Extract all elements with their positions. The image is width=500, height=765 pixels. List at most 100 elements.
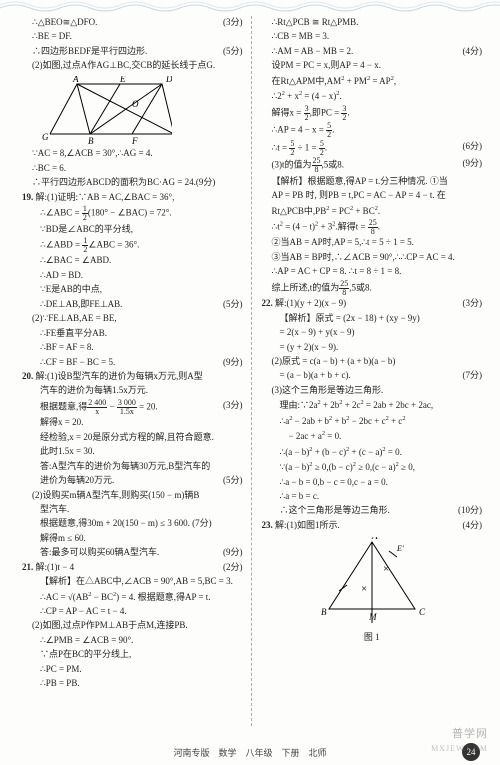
footer: 河南专版 数学 八年级 下册 北师	[0, 746, 500, 759]
triangle-figure: × × A B C M E'	[317, 537, 427, 627]
text-line: 20. 解:(1)设B型汽车的进价为每辆x万元,则A型	[22, 370, 243, 384]
text-line: ∴(a − b)2 + (b − c)2 + (c − a)2 = 0.	[262, 445, 483, 460]
svg-text:B: B	[321, 607, 327, 617]
text-line: ∴∠PMB = ∠ACB = 90°.	[22, 634, 243, 648]
text-line: 22. 解:(1)(y + 2)(x − 9)(3分)	[262, 297, 483, 311]
text-line: 解得x = 20.	[22, 416, 243, 430]
text-line: ∵AC = 8,∠ACB = 30°,∴AG = 4.	[22, 147, 243, 161]
text-line: ∴22 + x2 = (4 − x)2.	[262, 89, 483, 104]
svg-text:G: G	[42, 132, 49, 142]
text-line: 【解析】原式 = (2x − 18) + (xy − 9y)	[262, 312, 483, 326]
text-line: ③当AB = BP时,∴∠ACB = 90°,∴∴CP = AC = 4.	[262, 251, 483, 265]
text-line: = 2(x − 9) + y(x − 9)	[262, 326, 483, 340]
text-line: 型汽车.	[22, 503, 243, 517]
text-line: (2)如图,过点P作PM⊥AB于点M,连接PB.	[22, 619, 243, 633]
watermark-2: MXJEW.COM	[431, 744, 488, 753]
svg-text:×: ×	[383, 563, 389, 575]
text-line: ∴DE⊥AB,即FE⊥AB.(5分)	[22, 298, 243, 312]
text-line: − 2ac + a2 = 0.	[262, 429, 483, 444]
text-line: ∴这个三角形是等边三角形.(10分)	[262, 504, 483, 518]
text-line: ∴AM = AB − MB = 2.(4分)	[262, 45, 483, 59]
footer-text: 河南专版 数学 八年级 下册 北师	[173, 748, 326, 758]
text-line: ∴△BEO≅△DFO.(3分)	[22, 16, 243, 30]
text-line: = (y + 2)(x − 9).	[262, 341, 483, 355]
text-line: 19. 解:(1)证明:∵AB = AC,∠BAC = 36°,	[22, 191, 243, 205]
svg-text:D: D	[165, 76, 172, 84]
text-line: ∵E是AB的中点,	[22, 283, 243, 297]
parallelogram-figure: AEDGBFCO	[42, 76, 172, 144]
text-line: (2)设购买m辆A型汽车,则购买(150 − m)辆B	[22, 489, 243, 503]
right-column: ∴Rt△PCB ≅ Rt△PMB.∴CB = MB = 3.∴AM = AB −…	[251, 16, 483, 726]
text-line: 【解析】在△ABC中,∠ACB = 90°,AB = 5,BC = 3.	[22, 575, 243, 589]
text-line: (3)这个三角形是等边三角形.	[262, 384, 483, 398]
text-line: ∴AP = AC + CP = 8. ∴t = 8 ÷ 1 = 8.	[262, 265, 483, 279]
text-line: ∴BF = AF = 8.	[22, 341, 243, 355]
text-line: 图 1	[262, 631, 483, 645]
header-wave	[0, 0, 500, 12]
left-column: ∴△BEO≅△DFO.(3分)∴BE = DF.∴四边形BEDF是平行四边形.(…	[22, 16, 251, 726]
svg-text:O: O	[132, 99, 139, 109]
watermark-1: 普学网	[452, 725, 488, 741]
svg-text:A: A	[371, 537, 378, 541]
text-line: = (a − b)(a + b + c).(7分)	[262, 369, 483, 383]
text-line: ∴四边形BEDF是平行四边形.(5分)	[22, 45, 243, 59]
text-line: ∴a2 − 2ab + b2 + b2 − 2bc + c2 + c2	[262, 414, 483, 429]
text-line: ∴AD = BD.	[22, 269, 243, 283]
text-line: 23. 解:(1)如图1所示.(4分)	[262, 519, 483, 533]
text-line: 【解析】根据题意,得AP = t.分三种情况. ①当	[262, 175, 483, 189]
text-line: 解得m ≤ 60.	[22, 532, 243, 546]
text-line: ∴CF = BF − BC = 5.(9分)	[22, 356, 243, 370]
text-line: Rt△PCB中,PB2 = PC2 + BC2.	[262, 204, 483, 219]
svg-text:E': E'	[396, 544, 404, 553]
content-area: ∴△BEO≅△DFO.(3分)∴BE = DF.∴四边形BEDF是平行四边形.(…	[0, 14, 500, 726]
text-line: 进价为每辆20万元.(5分)	[22, 474, 243, 488]
text-line: ∴t2 = (4 − t)2 + 32.解得t = 258.	[262, 219, 483, 236]
text-line: ∴BE = DF.	[22, 30, 243, 44]
svg-text:E: E	[119, 76, 126, 84]
text-line: ∴CP = AP − AC = t − 4.	[22, 605, 243, 619]
svg-text:M: M	[368, 612, 377, 622]
text-line: 设PM = PC = x,则AP = 4 − x.	[262, 59, 483, 73]
text-line: 21. 解:(1)t − 4(2分)	[22, 561, 243, 575]
text-line: 解得x = 32,即PC = 32.	[262, 105, 483, 122]
text-line: ∴FE垂直平分AB.	[22, 327, 243, 341]
text-line: ∴PC = PM.	[22, 663, 243, 677]
text-line: ∴平行四边形ABCD的面积为BC·AG = 24.(9分)	[22, 176, 243, 190]
text-line: ∴t = 52 ÷ 1 = 52.(6分)	[262, 140, 483, 157]
text-line: (2)如图,过点A作AG⊥BC,交CB的延长线于点G.	[22, 59, 243, 73]
text-line: (3)t的值为258,5或8.(9分)	[262, 157, 483, 174]
text-line: ∴CB = MB = 3.	[262, 30, 483, 44]
text-line: 根据题意,得2 400x − 3 0001.5x = 20.(3分)	[22, 399, 243, 416]
text-line: 根据题意,得30m + 20(150 − m) ≤ 3 600. (7分)	[22, 517, 243, 531]
text-line: ∵点P在BC的平分线上,	[22, 648, 243, 662]
text-line: (2)∵FE⊥AB,AE = BE,	[22, 312, 243, 326]
text-line: ②当AB = AP时,AP = 5,∴t = 5 ÷ 1 = 5.	[262, 236, 483, 250]
text-line: ∵(a − b)2 ≥ 0,(b − c)2 ≥ 0,(c − a)2 ≥ 0,	[262, 460, 483, 475]
text-line: ∴a = b = c.	[262, 490, 483, 504]
text-line: 答:最多可以购买60辆A型汽车.(9分)	[22, 546, 243, 560]
text-line: 经检验,x = 20是原分式方程的解,且符合题意.	[22, 431, 243, 445]
text-line: ∴BC = 6.	[22, 162, 243, 176]
svg-text:B: B	[88, 136, 94, 144]
text-line: ∴a − b = 0,b − c = 0,c − a = 0.	[262, 476, 483, 490]
text-line: ∴∠ABD = 12∠ABC = 36°.	[22, 237, 243, 254]
text-line: ∵BD是∠ABC的平分线,	[22, 223, 243, 237]
text-line: ∴∠BAC = ∠ABD.	[22, 254, 243, 268]
text-line: ∴Rt△PCB ≅ Rt△PMB.	[262, 16, 483, 30]
text-line: ∴PB = PB.	[22, 677, 243, 691]
text-line: 理由:∵2a2 + 2b2 + 2c2 = 2ab + 2bc + 2ac,	[262, 398, 483, 413]
text-line: ∴∠ABC = 12(180° − ∠BAC) = 72°.	[22, 205, 243, 222]
text-line: 综上所述,t的值为258,5或8.	[262, 280, 483, 297]
svg-text:A: A	[72, 76, 79, 84]
text-line: 此时1.5x = 30.	[22, 445, 243, 459]
text-line: 在Rt△APM中,AM2 + PM2 = AP2,	[262, 74, 483, 89]
svg-text:×: ×	[361, 583, 367, 595]
text-line: ∴AP = 4 − x = 52.	[262, 122, 483, 139]
text-line: 汽车的进价为每辆1.5x万元.	[22, 384, 243, 398]
text-line: AP = PB 时, 则PB = t,PC = AC − AP = 4 − t.…	[262, 189, 483, 203]
svg-text:F: F	[131, 136, 138, 144]
svg-text:C: C	[419, 607, 426, 617]
text-line: ∴AC = √(AB2 − BC2) = 4. 根据题意,得AP = t.	[22, 590, 243, 605]
text-line: 答:A型汽车的进价为每辆30万元,B型汽车的	[22, 460, 243, 474]
text-line: (2)原式 = c(a − b) + (a + b)(a − b)	[262, 355, 483, 369]
